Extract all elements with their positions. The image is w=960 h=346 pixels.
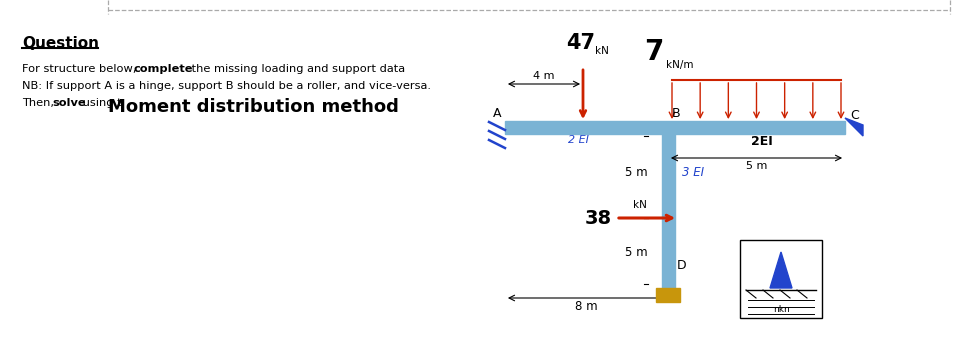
Text: kN: kN: [595, 46, 609, 56]
Text: nkn: nkn: [773, 304, 789, 313]
Text: NB: If support A is a hinge, support B should be a roller, and vice-versa.: NB: If support A is a hinge, support B s…: [22, 81, 431, 91]
Text: solve: solve: [52, 98, 85, 108]
Text: kN/m: kN/m: [666, 60, 693, 70]
Text: 5 m: 5 m: [746, 161, 767, 171]
Text: 8 m: 8 m: [575, 300, 598, 313]
Bar: [505, 121, 845, 134]
Text: 2 EI: 2 EI: [568, 135, 588, 145]
Text: 3 EI: 3 EI: [682, 166, 704, 180]
Text: A: A: [492, 107, 501, 120]
Text: 38: 38: [585, 209, 612, 228]
Text: kN: kN: [633, 200, 647, 210]
Bar: [662, 134, 675, 288]
Bar: [740, 240, 822, 318]
Polygon shape: [770, 252, 792, 288]
Text: D: D: [677, 259, 686, 272]
Text: 5 m: 5 m: [625, 246, 647, 260]
Bar: [656, 288, 680, 302]
Text: Question: Question: [22, 36, 99, 51]
Text: complete: complete: [134, 64, 194, 74]
Text: Moment distribution method: Moment distribution method: [108, 98, 398, 116]
Text: using t: using t: [79, 98, 122, 108]
Text: C: C: [850, 109, 859, 122]
Text: 5 m: 5 m: [625, 166, 647, 180]
Text: the missing loading and support data: the missing loading and support data: [188, 64, 405, 74]
Text: Then,: Then,: [22, 98, 58, 108]
Text: For structure below,: For structure below,: [22, 64, 140, 74]
Polygon shape: [845, 118, 863, 136]
Text: 47: 47: [566, 33, 595, 53]
Text: 7: 7: [643, 38, 663, 66]
Text: 4 m: 4 m: [533, 71, 555, 81]
Text: B: B: [672, 107, 681, 120]
Text: 2EI: 2EI: [751, 135, 773, 148]
